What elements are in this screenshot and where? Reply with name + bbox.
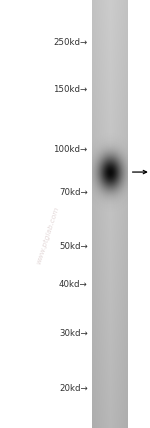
Text: 100kd→: 100kd→ bbox=[54, 145, 88, 155]
Text: 70kd→: 70kd→ bbox=[59, 188, 88, 197]
Text: 250kd→: 250kd→ bbox=[54, 38, 88, 48]
Text: 150kd→: 150kd→ bbox=[54, 85, 88, 95]
Text: 30kd→: 30kd→ bbox=[59, 329, 88, 339]
Text: 40kd→: 40kd→ bbox=[59, 280, 88, 289]
Text: www.ptglab.com: www.ptglab.com bbox=[36, 206, 60, 265]
Text: 50kd→: 50kd→ bbox=[59, 241, 88, 251]
Text: 20kd→: 20kd→ bbox=[59, 384, 88, 393]
